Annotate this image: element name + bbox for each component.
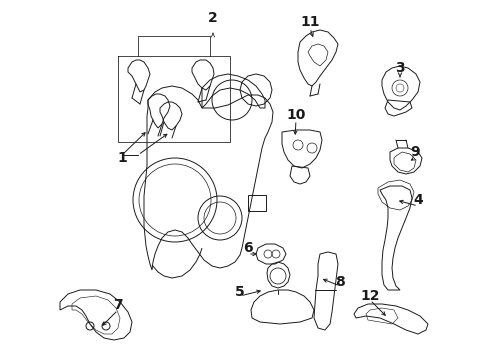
Text: 8: 8 — [334, 275, 344, 289]
Text: 3: 3 — [394, 61, 404, 75]
Text: 7: 7 — [113, 298, 122, 312]
Text: 9: 9 — [409, 145, 419, 159]
Text: 4: 4 — [412, 193, 422, 207]
Text: 6: 6 — [243, 241, 252, 255]
Text: 12: 12 — [360, 289, 379, 303]
Text: 5: 5 — [235, 285, 244, 299]
Text: 1: 1 — [117, 151, 126, 165]
Text: 11: 11 — [300, 15, 319, 29]
Text: 10: 10 — [286, 108, 305, 122]
Bar — [247, 195, 265, 211]
Text: 2: 2 — [208, 11, 218, 25]
